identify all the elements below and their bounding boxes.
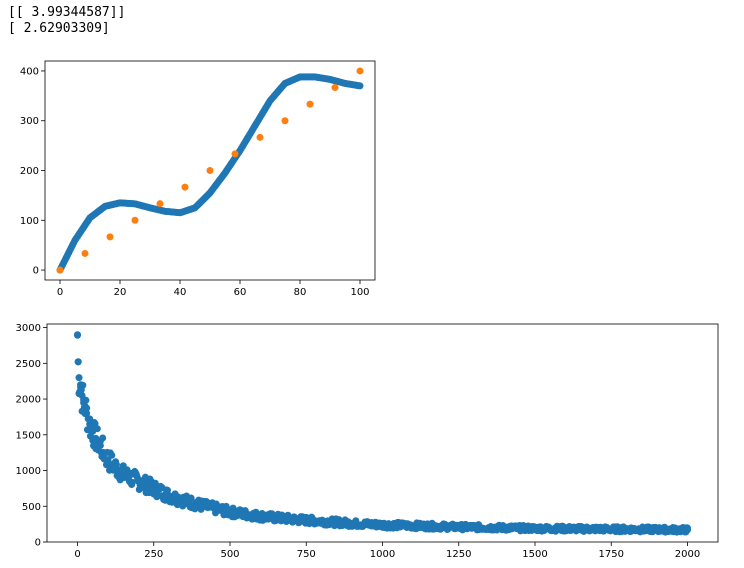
data-point	[93, 425, 101, 433]
data-point	[112, 461, 120, 469]
x-tick-label: 1750	[599, 549, 624, 560]
output-line-2: [ 2.62903309]	[8, 21, 110, 36]
x-tick-label: 60	[234, 287, 247, 298]
data-point	[81, 249, 89, 257]
output-line-1: [[ 3.99344587]]	[8, 5, 126, 20]
data-point	[74, 358, 82, 366]
data-point	[83, 404, 91, 412]
data-point	[331, 84, 339, 92]
x-tick-label: 750	[297, 549, 316, 560]
y-tick-label: 400	[20, 66, 39, 77]
data-point	[206, 167, 214, 174]
plot-frame	[46, 323, 719, 543]
data-point	[128, 478, 136, 486]
plot-frame	[44, 60, 376, 281]
x-tick-label: 2000	[675, 549, 700, 560]
data-point	[156, 200, 164, 208]
y-tick-label: 2000	[16, 395, 41, 406]
y-tick-label: 500	[22, 502, 41, 513]
x-tick-label: 80	[294, 287, 307, 298]
data-point	[81, 410, 89, 418]
x-tick-label: 1500	[522, 549, 547, 560]
data-point	[99, 434, 107, 442]
data-point	[79, 381, 87, 389]
data-point	[163, 486, 171, 494]
data-point	[75, 374, 83, 382]
data-point	[684, 524, 691, 532]
data-point	[181, 183, 189, 191]
data-point	[106, 233, 114, 241]
data-point	[108, 451, 116, 459]
data-point	[74, 331, 81, 339]
y-tick-label: 100	[20, 216, 39, 227]
data-point	[281, 117, 289, 125]
data-point	[256, 133, 264, 141]
x-tick-label: 1250	[446, 549, 471, 560]
x-tick-label: 500	[220, 549, 239, 560]
x-tick-label: 40	[174, 287, 187, 298]
x-tick-label: 250	[144, 549, 163, 560]
y-tick-label: 1500	[16, 430, 41, 441]
x-tick-label: 0	[74, 549, 80, 560]
x-tick-label: 0	[57, 287, 63, 298]
y-tick-label: 300	[20, 116, 39, 127]
x-tick-label: 1000	[370, 549, 395, 560]
data-point	[88, 426, 96, 434]
data-point	[82, 396, 90, 404]
y-tick-label: 1000	[16, 466, 41, 477]
data-point	[356, 67, 364, 75]
y-tick-label: 0	[35, 538, 41, 549]
x-tick-label: 100	[350, 287, 369, 298]
series-1-2	[56, 67, 364, 274]
data-point	[356, 82, 364, 90]
y-tick-label: 2500	[16, 359, 41, 370]
y-tick-label: 200	[20, 166, 39, 177]
y-tick-label: 3000	[16, 323, 41, 334]
data-point	[231, 150, 239, 158]
data-point	[306, 100, 314, 108]
data-point	[56, 266, 64, 274]
y-tick-label: 0	[33, 266, 39, 277]
data-point	[131, 216, 139, 224]
x-tick-label: 20	[114, 287, 127, 298]
data-point	[187, 494, 195, 502]
series-2-1	[74, 331, 691, 536]
